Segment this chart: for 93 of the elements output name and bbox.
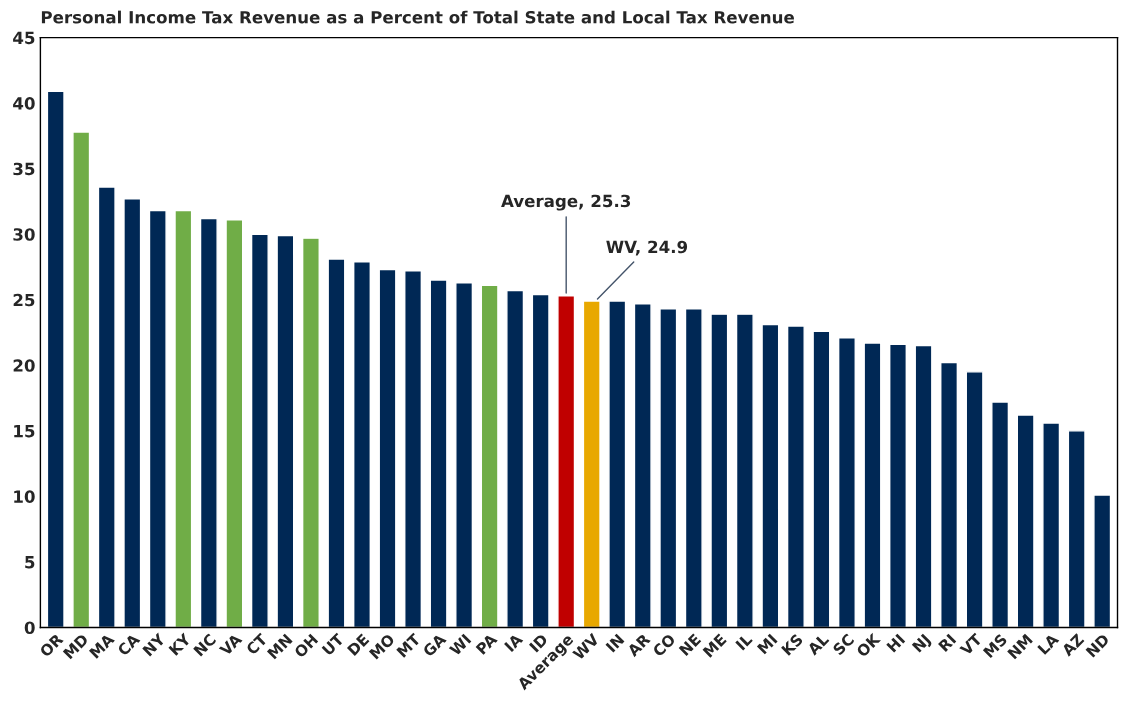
y-tick-label: 30 — [13, 228, 35, 241]
bar — [735, 313, 754, 628]
bar — [327, 258, 346, 628]
bar — [72, 131, 91, 628]
bar — [914, 344, 933, 628]
y-tick-label: 10 — [14, 490, 35, 503]
annotation: WV, 24.9 — [606, 240, 688, 256]
x-tick-label: ME — [702, 633, 727, 658]
x-tick-label: GA — [422, 632, 447, 658]
bar — [812, 330, 831, 628]
annotation: Average, 25.3 — [501, 194, 631, 211]
x-tick-label: VT — [959, 632, 983, 657]
bar — [786, 325, 805, 628]
x-tick-label: MA — [88, 632, 115, 659]
x-tick-label: UT — [321, 632, 345, 656]
bar — [480, 284, 499, 628]
bar — [761, 323, 780, 628]
bar — [889, 343, 907, 628]
bar — [633, 302, 652, 628]
x-tick-label: IL — [735, 632, 753, 651]
x-tick-label: MT — [396, 632, 422, 658]
bar — [46, 90, 65, 628]
bar — [225, 219, 244, 628]
bar — [863, 342, 882, 628]
bar — [506, 289, 525, 628]
x-tick-label: NY — [142, 632, 167, 657]
x-tick-label: NM — [1007, 633, 1033, 660]
x-tick-label: MO — [368, 633, 396, 660]
x-tick-label: RI — [938, 633, 957, 652]
bar — [97, 186, 116, 628]
bar — [276, 234, 295, 628]
x-tick-label: CO — [651, 633, 677, 658]
x-tick-label: OH — [293, 633, 319, 659]
x-tick-label: WV — [572, 632, 600, 661]
bar — [404, 270, 423, 628]
bar — [1016, 414, 1035, 628]
bar — [148, 209, 167, 628]
x-tick-label: VA — [218, 632, 243, 657]
x-tick-label: MS — [982, 633, 1008, 659]
x-tick-label: KY — [168, 632, 192, 656]
x-tick-label: OK — [855, 632, 882, 658]
x-tick-label: KS — [780, 633, 804, 656]
bar — [123, 198, 142, 628]
bar — [710, 313, 729, 628]
y-tick-label: 15 — [14, 425, 35, 438]
x-tick-label: AL — [806, 632, 830, 656]
bar — [837, 337, 856, 628]
x-tick-label: OR — [38, 632, 64, 658]
x-tick-label: MN — [266, 633, 293, 660]
bar — [684, 308, 703, 628]
x-tick-label: PA — [475, 632, 498, 655]
x-tick-label: CA — [116, 632, 141, 657]
bar — [557, 295, 576, 628]
x-tick-label: HI — [886, 633, 906, 653]
x-tick-label: DE — [346, 633, 370, 656]
bar — [608, 300, 627, 628]
bar — [531, 293, 550, 628]
x-tick-label: WI — [448, 633, 472, 657]
y-tick-label: 45 — [13, 31, 35, 45]
bar — [940, 361, 959, 628]
x-tick-label: AR — [626, 632, 651, 658]
bar — [378, 268, 397, 628]
bar — [250, 233, 269, 628]
x-tick-label: IN — [605, 633, 625, 653]
bar — [199, 217, 218, 628]
bar — [353, 261, 371, 628]
y-tick-label: 35 — [13, 162, 35, 176]
bar — [1067, 430, 1086, 628]
bar — [659, 308, 678, 628]
y-tick-label: 0 — [24, 621, 35, 635]
y-tick-label: 40 — [13, 97, 35, 110]
bar — [582, 300, 601, 628]
x-tick-label: NC — [193, 633, 217, 657]
bar — [455, 282, 474, 628]
x-tick-label: SC — [832, 633, 855, 656]
bar — [429, 279, 448, 628]
y-tick-label: 25 — [13, 293, 35, 307]
x-tick-label: NJ — [911, 633, 933, 655]
y-tick-label: 20 — [13, 359, 35, 372]
bar — [174, 209, 193, 628]
x-tick-label: NE — [678, 633, 702, 656]
x-tick-label: MI — [756, 633, 778, 655]
bar — [1042, 422, 1061, 628]
x-tick-label: ND — [1085, 633, 1110, 658]
x-tick-label: LA — [1037, 632, 1060, 655]
bar — [301, 237, 320, 628]
bar — [991, 401, 1010, 628]
bar — [1093, 494, 1112, 628]
x-tick-label: MD — [62, 633, 89, 660]
x-tick-label: AZ — [1060, 633, 1085, 657]
y-tick-label: 5 — [25, 556, 35, 569]
bar — [965, 371, 984, 628]
chart-title: Personal Income Tax Revenue as a Percent of Total State and Local Tax Revenue — [41, 10, 794, 24]
